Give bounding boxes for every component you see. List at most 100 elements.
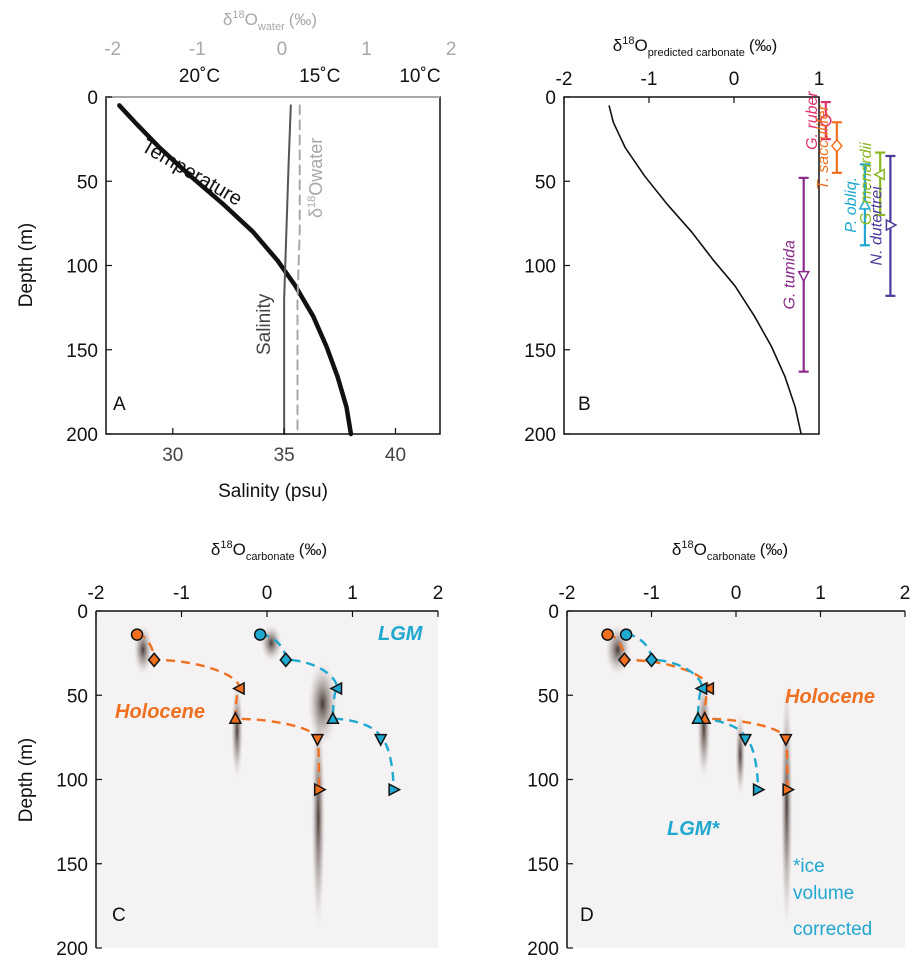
d-point-lgm: [738, 733, 753, 747]
panel-d-y-ticks: 0 50 100 150 200: [527, 602, 573, 960]
c-point-lgm: [329, 681, 343, 696]
panel-c-y-ticks: 0 50 100 150 200: [56, 602, 102, 960]
salinity-annotation: Salinity: [254, 293, 275, 355]
marker-n-dutertrei: [885, 218, 898, 232]
panel-a: 30 35 40 0 50 100 150 200 -2 -1 0 1 2 20˚C 15˚C 10˚C…: [16, 9, 456, 502]
d-point-holocene: [701, 681, 715, 696]
panel-a-label: A: [113, 394, 126, 415]
c-ytick-label: 150: [56, 855, 88, 876]
panel-a-y-ticks: 0 50 100 150 200: [66, 88, 112, 446]
marker-g-tumida: [797, 270, 810, 283]
panel-a-d18o-tick-label: 2: [446, 39, 457, 60]
d-point-lgm: [619, 628, 633, 641]
marker-g-menardii: [873, 168, 885, 181]
density-blob: [231, 681, 244, 780]
panel-b-predicted-line: [608, 105, 802, 435]
panel-a-ytick-label: 100: [66, 257, 98, 278]
panel-d-x-ticks: -2 -1 0 1 2: [559, 583, 910, 617]
d-point-holocene: [601, 628, 614, 641]
panel-a-xtick-label: 30: [162, 445, 183, 466]
panel-b-ytick-label: 100: [524, 257, 556, 278]
holocene-annotation-c: Holocene: [115, 701, 205, 723]
c-ytick-label: 0: [77, 602, 88, 623]
species-label-g-tumida: G. tumida: [782, 240, 799, 309]
c-xtick-label: -1: [173, 583, 190, 604]
panel-a-top-axis-title: δ18Owater (‰): [223, 9, 317, 33]
marker-g-ruber: [820, 114, 832, 127]
lgm-annotation-c: LGM: [378, 623, 424, 645]
panel-a-temperature-tick-label: 10˚C: [399, 66, 440, 87]
species-label-t-sacculifer: T. sacculifer: [815, 104, 832, 189]
marker-p-obliq: [858, 197, 872, 210]
panel-b-label: B: [578, 394, 591, 415]
panel-b-xtick-label: -1: [641, 69, 658, 90]
panel-a-temperature-tick-label: 15˚C: [299, 66, 340, 87]
c-point-lgm: [326, 711, 340, 724]
d-ytick-label: 150: [527, 855, 559, 876]
panel-a-d18o-tick-label: -2: [104, 39, 121, 60]
ice-note-line1: *ice: [793, 856, 825, 877]
d-point-lgm: [691, 711, 705, 724]
panel-c-background: [96, 611, 438, 948]
panel-b-title: δ18Opredicted carbonate (‰): [613, 35, 778, 59]
panel-a-y-axis-title: Depth (m): [16, 223, 37, 307]
panel-b-ytick-label: 0: [545, 88, 556, 109]
panel-a-top-axis-d18o: -2 -1 0 1 2: [104, 39, 456, 60]
panel-d-label: D: [580, 905, 594, 926]
panel-d-points: [601, 628, 796, 797]
c-point-lgm: [253, 628, 267, 641]
c-point-lgm: [279, 652, 293, 668]
c-point-lgm: [388, 782, 402, 797]
marker-t-sacculifer: [830, 138, 843, 154]
c-ytick-label: 100: [56, 771, 88, 792]
panel-a-top-axis-temperature: 20˚C 15˚C 10˚C: [179, 66, 441, 87]
panel-a-lines: [117, 103, 354, 437]
d-point-holocene: [782, 782, 796, 797]
panel-a-d18o-tick-label: 1: [361, 39, 372, 60]
panel-a-xtick-label: 35: [274, 445, 295, 466]
density-blob: [311, 703, 326, 932]
d-point-lgm: [752, 782, 766, 797]
panel-c-label: C: [112, 905, 126, 926]
panel-a-x-axis-title: Salinity (psu): [218, 481, 328, 502]
d18owater-annotation: δ18Owater: [306, 138, 326, 218]
d-point-lgm: [694, 681, 708, 696]
panel-a-line-d18owater: [296, 104, 301, 435]
d-point-lgm: [645, 652, 658, 668]
d-xtick-label: 0: [731, 583, 742, 604]
panel-a-line-temperature: [117, 103, 354, 437]
panel-b-xtick-label: 0: [729, 69, 740, 90]
panel-a-ytick-label: 50: [77, 172, 98, 193]
panel-c-title: δ18Ocarbonate (‰): [211, 539, 327, 563]
d-xtick-label: 1: [815, 583, 826, 604]
panel-a-temperature-tick-label: 20˚C: [179, 66, 220, 87]
c-ytick-label: 200: [56, 939, 88, 960]
c-point-holocene: [314, 782, 327, 797]
species-label-p-obliq: P. obliq.: [843, 177, 860, 233]
holocene-annotation-d: Holocene: [785, 686, 875, 708]
panel-a-line-salinity: [283, 104, 292, 435]
panel-c: -2 -1 0 1 2 0 50 100 150 200 δ18Ocarbonate (‰) De…: [16, 539, 443, 960]
d-ytick-label: 100: [527, 771, 559, 792]
panel-c-points: [130, 628, 402, 797]
d-ytick-label: 50: [538, 686, 559, 707]
panel-c-x-ticks: -2 -1 0 1 2: [88, 583, 443, 617]
panel-b-ytick-label: 150: [524, 341, 556, 362]
species-label-n-dutertrei: N. dutertrei: [868, 186, 885, 266]
density-blob: [697, 678, 711, 780]
lgm-star-annotation-d: LGM*: [667, 818, 720, 840]
c-point-lgm: [373, 733, 388, 747]
c-xtick-label: 1: [347, 583, 358, 604]
panel-b-ytick-label: 50: [535, 172, 556, 193]
c-point-holocene: [228, 711, 243, 724]
panel-a-ytick-label: 200: [66, 425, 98, 446]
panel-b-lines: [608, 105, 802, 435]
panel-a-xtick-label: 40: [385, 445, 406, 466]
panel-b-xtick-label: -2: [556, 69, 573, 90]
d-ytick-label: 200: [527, 939, 559, 960]
d-point-holocene: [617, 652, 631, 668]
density-blob: [780, 678, 793, 932]
c-point-holocene: [130, 628, 144, 641]
